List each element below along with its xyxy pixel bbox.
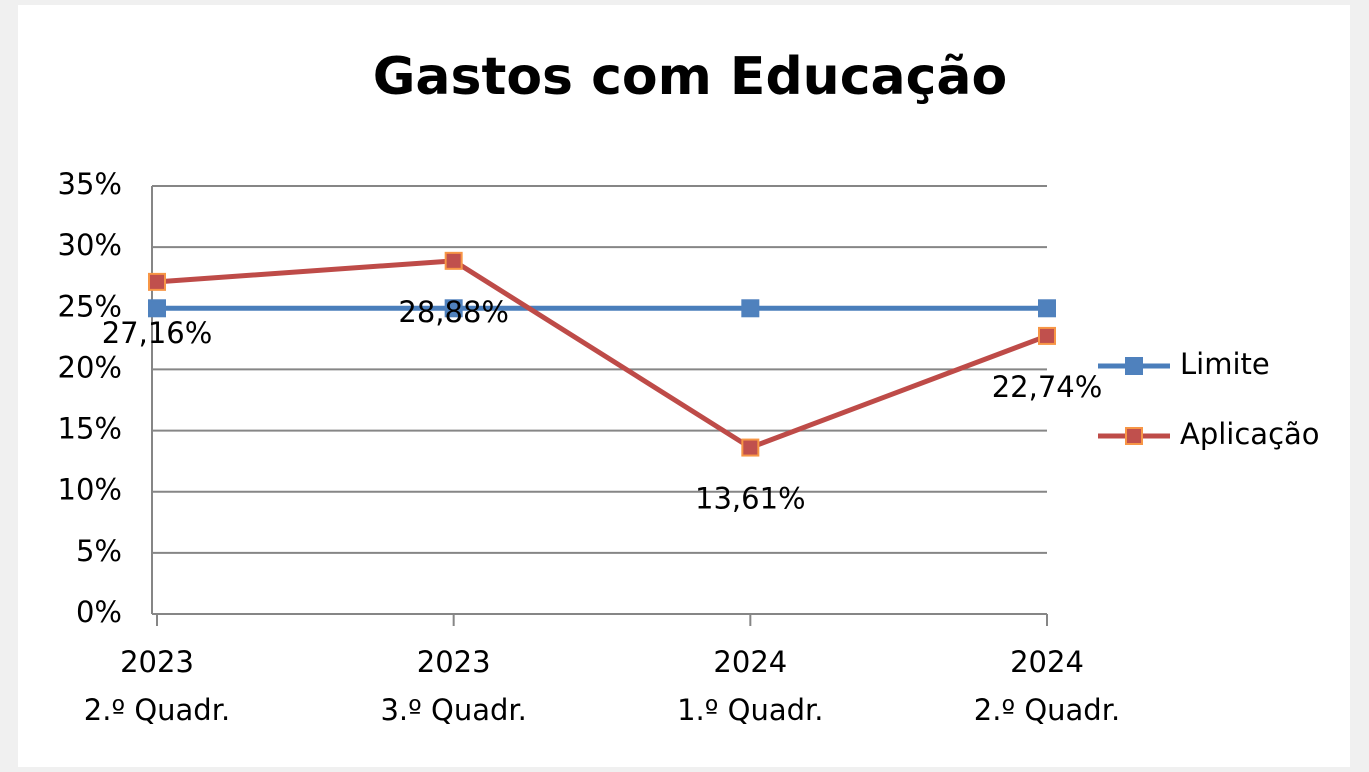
y-tick-label: 25% (58, 289, 122, 323)
legend-label: Aplicação (1180, 417, 1320, 451)
y-tick-label: 10% (58, 473, 122, 507)
marker (444, 299, 463, 318)
data-label: 27,16% (102, 316, 213, 350)
x-tick-label: 2.º Quadr. (974, 693, 1120, 727)
marker (148, 299, 166, 318)
marker (148, 272, 166, 291)
x-tick-label: 2023 (417, 645, 491, 679)
y-tick-label: 15% (58, 412, 122, 446)
y-tick-label: 30% (58, 228, 122, 262)
y-tick-label: 35% (58, 167, 122, 201)
x-tick-label: 2.º Quadr. (84, 693, 230, 727)
x-tick-label: 1.º Quadr. (677, 693, 823, 727)
data-label: 28,88% (398, 295, 509, 329)
x-tick-label: 2024 (713, 645, 787, 679)
legend-label: Limite (1180, 347, 1270, 381)
data-label: 22,74% (992, 370, 1103, 404)
legend-marker (1125, 427, 1143, 445)
marker (1038, 326, 1056, 345)
chart-area (18, 5, 1350, 767)
x-tick-label: 2023 (120, 645, 194, 679)
x-tick-label: 3.º Quadr. (380, 693, 526, 727)
data-label: 13,61% (695, 482, 806, 516)
marker (444, 251, 463, 270)
marker (741, 438, 760, 457)
marker (741, 299, 760, 318)
y-tick-label: 0% (76, 595, 122, 629)
legend-marker (1125, 357, 1143, 375)
y-tick-label: 5% (76, 534, 122, 568)
y-tick-label: 20% (58, 350, 122, 384)
chart-title: Gastos com Educação (373, 47, 1008, 107)
line (156, 258, 1048, 451)
marker (1038, 299, 1056, 318)
x-tick-label: 2024 (1010, 645, 1084, 679)
